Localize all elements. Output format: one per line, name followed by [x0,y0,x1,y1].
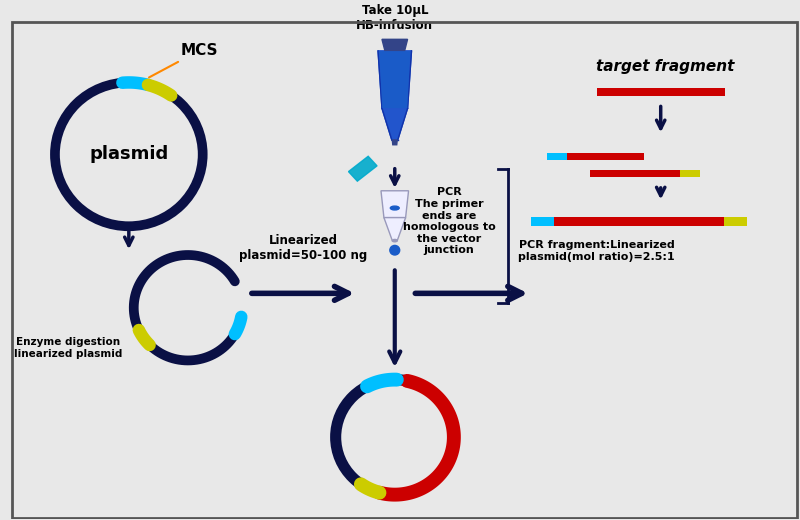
Bar [597,88,725,96]
Polygon shape [382,108,407,140]
Text: MCS: MCS [149,43,218,77]
Text: PCR fragment:Linearized
plasmid(mol ratio)=2.5:1: PCR fragment:Linearized plasmid(mol rati… [518,240,675,262]
Polygon shape [384,217,406,241]
Text: plasmid: plasmid [89,146,169,163]
Ellipse shape [392,239,398,242]
Polygon shape [392,140,398,145]
Bar [567,153,644,160]
Polygon shape [378,51,411,108]
Polygon shape [381,191,409,217]
Text: target fragment: target fragment [597,59,735,74]
Text: PCR
The primer
ends are
homologous to
the vector
junction: PCR The primer ends are homologous to th… [402,187,495,255]
Bar [681,170,700,177]
Text: Enzyme digestion
linearized plasmid: Enzyme digestion linearized plasmid [14,337,122,359]
Text: Take 10μL
HB-infusion: Take 10μL HB-infusion [356,4,434,32]
Ellipse shape [390,206,399,210]
Bar [547,153,567,160]
Text: Linearized
plasmid=50-100 ng: Linearized plasmid=50-100 ng [239,233,367,262]
Polygon shape [380,52,410,107]
Polygon shape [382,40,407,51]
Bar [530,217,554,226]
Ellipse shape [390,245,400,255]
Bar [554,217,724,226]
Bar [590,170,681,177]
Bar [724,217,747,226]
Polygon shape [349,157,377,181]
